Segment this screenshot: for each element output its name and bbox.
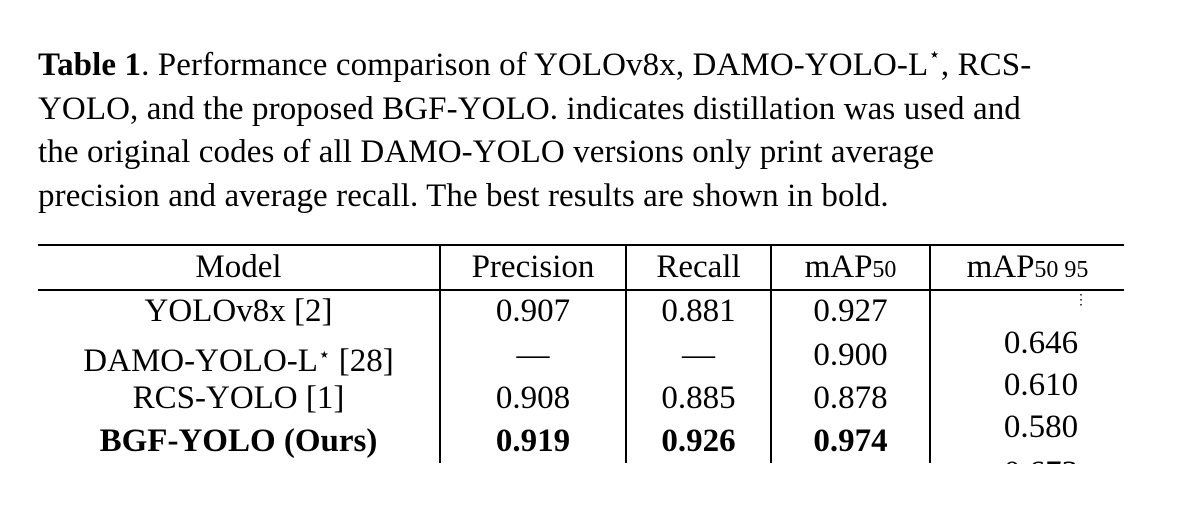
column-divider-recall xyxy=(770,245,772,463)
row-3-recall: 0.885 xyxy=(661,380,736,416)
row-3-model: RCS-YOLO [1] xyxy=(132,380,345,416)
row-2-map50: 0.900 xyxy=(813,337,888,373)
table-label: Table 1 xyxy=(38,47,142,83)
column-divider-map50 xyxy=(929,245,931,463)
row-4-recall: 0.926 xyxy=(661,423,736,459)
header-map5095: mAP50 95 xyxy=(966,249,1089,285)
header-recall: Recall xyxy=(656,249,741,285)
map5095-value-2: 0.610 xyxy=(1003,367,1079,403)
row-2-recall: — xyxy=(682,337,715,373)
row-4-map50: 0.974 xyxy=(813,423,888,459)
row-4-precision: 0.919 xyxy=(495,423,571,459)
caption-text-2: , RCS-YOLO, and the proposed BGF-YOLO. i… xyxy=(38,47,1032,214)
map5095-value-4-clipped: 0.673 xyxy=(971,455,1111,464)
row-3-precision: 0.908 xyxy=(495,380,571,416)
map5095-value-1: 0.646 xyxy=(1003,325,1079,361)
caption-text-1: . Performance comparison of YOLOv8x, DAM… xyxy=(141,47,929,83)
top-rule xyxy=(38,244,1124,246)
header-rule xyxy=(38,289,1124,291)
row-2-model: DAMO-YOLO-L⋆ [28] xyxy=(83,343,394,379)
column-divider-precision xyxy=(625,245,627,463)
map5095-clipped-wrap: 0.673 xyxy=(971,455,1111,464)
column-divider-model xyxy=(439,245,441,463)
row-2-precision: — xyxy=(516,337,550,373)
row-1-map50: 0.927 xyxy=(813,293,888,329)
table-caption: Table 1. Performance comparison of YOLOv… xyxy=(38,34,1048,218)
row-1-precision: 0.907 xyxy=(495,293,571,329)
row-1-recall: 0.881 xyxy=(661,293,736,329)
results-table: Model Precision Recall mAP50 mAP50 95 YO… xyxy=(38,244,1124,464)
header-model: Model xyxy=(195,249,282,285)
map5095-ellipsis: ⋮ xyxy=(1074,293,1088,308)
row-4-model: BGF-YOLO (Ours) xyxy=(99,423,378,459)
header-map50: mAP50 xyxy=(804,249,897,285)
row-1-model: YOLOv8x [2] xyxy=(144,293,333,329)
row-3-map50: 0.878 xyxy=(813,380,888,416)
header-precision: Precision xyxy=(471,249,595,285)
map5095-value-3: 0.580 xyxy=(1003,409,1079,445)
distillation-star: ⋆ xyxy=(928,44,941,66)
